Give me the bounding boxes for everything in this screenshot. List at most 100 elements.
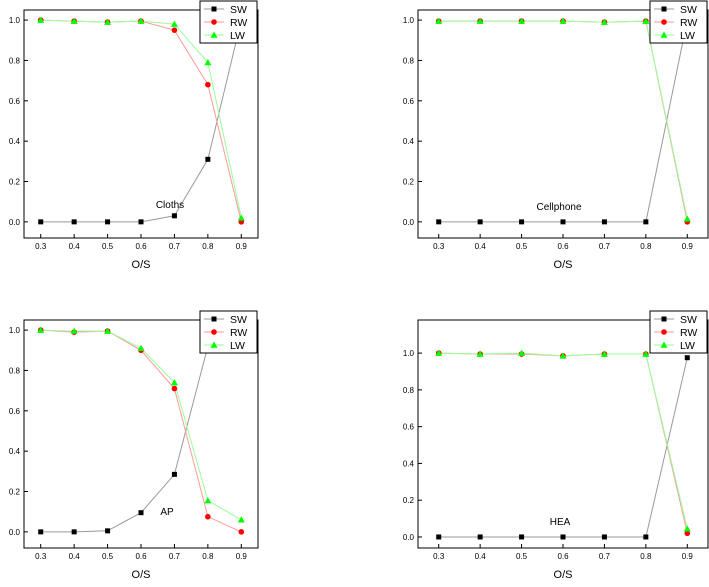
legend-label-sw: SW — [680, 4, 697, 16]
legend-marker-lw — [660, 341, 668, 348]
data-point-lw — [137, 344, 145, 352]
legend-label-sw: SW — [680, 314, 697, 326]
y-tick-label: 0.0 — [9, 218, 21, 227]
series-line-lw — [438, 352, 688, 529]
y-tick-label: 0.6 — [403, 423, 415, 432]
y-tick-label: 0.8 — [9, 56, 21, 65]
x-axis-label: O/S — [132, 569, 151, 581]
legend-label-rw: RW — [230, 327, 247, 339]
data-point-lw — [70, 17, 78, 24]
x-tick-label: 0.9 — [236, 242, 248, 251]
y-tick-label: 0.4 — [9, 447, 21, 456]
x-tick-label: 0.6 — [135, 242, 147, 251]
data-point-sw — [684, 355, 690, 361]
data-point-lw — [642, 17, 650, 24]
x-tick-label: 0.5 — [102, 242, 114, 251]
chart-panel: 0.0 0.2 0.4 0.6 0.8 1.0 0.3 0.4 0.5 0.6 0.7 0.8 0.9 O… — [9, 310, 259, 581]
y-tick-label: 0.4 — [403, 459, 415, 468]
legend-label-rw: RW — [680, 327, 697, 339]
legend-marker-rw — [211, 329, 217, 335]
legend-marker-sw — [211, 6, 217, 12]
y-tick-label: 0.6 — [9, 407, 21, 416]
legend-marker-rw — [211, 19, 217, 25]
data-point-lw — [435, 349, 443, 356]
data-point-rw — [171, 27, 178, 33]
panel-annotation: AP — [160, 507, 174, 518]
y-tick-label: 0.2 — [403, 496, 415, 505]
chart-panel: 0.0 0.2 0.4 0.6 0.8 1.0 0.3 0.4 0.5 0.6 0.7 0.8 0.9 O… — [9, 0, 259, 271]
data-point-sw — [601, 219, 607, 225]
y-tick-label: 0.6 — [9, 97, 21, 106]
data-point-rw — [205, 513, 211, 520]
series-line-rw — [40, 19, 242, 223]
x-axis-label: O/S — [554, 259, 573, 271]
legend-marker-sw — [211, 316, 217, 322]
data-point-lw — [518, 349, 526, 356]
data-point-sw — [205, 156, 211, 162]
legend-marker-rw — [661, 329, 667, 335]
legend-label-sw: SW — [230, 314, 247, 326]
data-point-sw — [643, 219, 649, 225]
data-point-lw — [476, 17, 484, 24]
legend-label-rw: RW — [680, 17, 697, 29]
y-tick-label: 1.0 — [9, 16, 21, 25]
data-point-sw — [171, 471, 177, 477]
data-point-lw — [559, 17, 567, 24]
legend-label-rw: RW — [230, 17, 247, 29]
panel-annotation: HEA — [550, 517, 571, 528]
series-line-lw — [40, 329, 242, 521]
data-point-lw — [37, 326, 45, 333]
data-point-sw — [436, 219, 442, 225]
data-point-sw — [643, 534, 649, 540]
legend-marker-sw — [661, 316, 667, 322]
x-tick-label: 0.4 — [475, 552, 487, 561]
data-point-sw — [519, 219, 525, 225]
data-point-lw — [170, 20, 178, 27]
series-line-sw — [40, 19, 242, 223]
y-tick-label: 0.4 — [9, 137, 21, 146]
x-tick-label: 0.7 — [599, 552, 611, 561]
x-tick-label: 0.9 — [682, 242, 694, 251]
data-point-lw — [600, 350, 608, 357]
x-tick-label: 0.7 — [169, 552, 181, 561]
y-tick-label: 0.6 — [403, 97, 415, 106]
plot-frame — [23, 9, 259, 239]
data-point-sw — [171, 213, 177, 219]
data-point-lw — [476, 350, 484, 357]
data-point-lw — [104, 327, 112, 334]
data-point-lw — [435, 17, 443, 24]
series-line-sw — [40, 329, 242, 533]
data-point-sw — [71, 219, 77, 225]
data-point-lw — [104, 18, 112, 25]
legend-label-lw: LW — [680, 340, 695, 352]
data-point-lw — [204, 497, 212, 504]
x-tick-label: 0.8 — [202, 242, 214, 251]
y-tick-label: 0.8 — [403, 56, 415, 65]
data-point-lw — [170, 379, 178, 386]
data-point-rw — [205, 81, 211, 88]
data-point-sw — [601, 534, 607, 540]
legend-label-lw: LW — [230, 30, 245, 42]
data-point-lw — [237, 214, 245, 221]
data-point-lw — [683, 215, 691, 222]
data-point-lw — [237, 516, 245, 523]
x-tick-label: 0.6 — [557, 552, 569, 561]
data-point-rw — [171, 385, 178, 392]
y-tick-label: 1.0 — [403, 16, 415, 25]
x-tick-label: 0.4 — [69, 552, 81, 561]
data-point-lw — [600, 18, 608, 25]
data-point-lw — [37, 16, 45, 23]
data-point-lw — [204, 58, 212, 66]
data-point-rw — [238, 529, 245, 535]
data-point-sw — [560, 219, 566, 225]
x-axis-label: O/S — [132, 259, 151, 271]
legend-marker-lw — [660, 31, 668, 38]
y-tick-label: 0.0 — [9, 528, 21, 537]
data-point-sw — [138, 510, 144, 516]
y-tick-label: 0.8 — [9, 366, 21, 375]
data-point-sw — [71, 529, 77, 535]
data-point-sw — [519, 534, 525, 540]
